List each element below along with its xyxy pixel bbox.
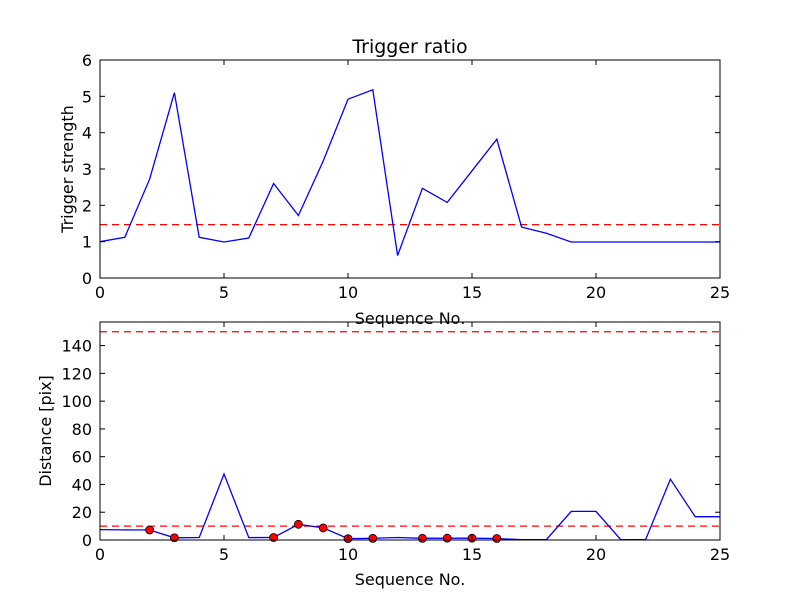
- x-tick-label: 25: [710, 283, 730, 302]
- x-tick-label: 15: [462, 283, 482, 302]
- x-axis-label: Sequence No.: [355, 309, 466, 328]
- y-axis-label: Distance [pix]: [36, 375, 55, 487]
- x-tick-label: 15: [462, 545, 482, 564]
- data-point: [442, 533, 452, 543]
- y-tick-label: 0: [82, 531, 92, 550]
- y-tick-label: 100: [61, 392, 92, 411]
- y-tick-label: 20: [72, 503, 92, 522]
- trigger-ratio-panel: Trigger ratio Sequence No. Trigger stren…: [58, 36, 730, 328]
- x-tick-label: 10: [338, 545, 358, 564]
- data-point: [417, 533, 427, 543]
- data-point: [368, 533, 378, 543]
- y-tick-label: 140: [61, 337, 92, 356]
- series-line: [99, 472, 720, 541]
- data-point: [169, 533, 179, 543]
- y-tick-label: 40: [72, 475, 92, 494]
- plot-frame: [99, 321, 721, 541]
- y-tick-label: 3: [82, 160, 92, 179]
- data-point: [492, 534, 502, 543]
- plot-frame: [99, 59, 721, 279]
- y-tick-label: 5: [82, 87, 92, 106]
- y-tick-label: 1: [82, 233, 92, 252]
- x-tick-label: 5: [219, 545, 229, 564]
- x-tick-label: 10: [338, 283, 358, 302]
- distance-panel: Sequence No. Distance [pix] 0 5 10 15 20 25 0 2…: [36, 321, 730, 589]
- x-tick-label: 20: [586, 283, 606, 302]
- data-point: [293, 519, 303, 529]
- y-tick-label: 2: [82, 196, 92, 215]
- y-axis-label: Trigger strength: [58, 105, 77, 234]
- x-tick-label: 5: [219, 283, 229, 302]
- x-tick-label: 0: [95, 283, 105, 302]
- data-point: [145, 525, 155, 535]
- x-axis-label: Sequence No.: [355, 570, 466, 589]
- data-point: [318, 523, 328, 533]
- y-tick-label: 120: [61, 364, 92, 383]
- series-line: [99, 88, 720, 256]
- y-tick-label: 6: [82, 51, 92, 70]
- x-tick-label: 0: [95, 545, 105, 564]
- y-tick-label: 4: [82, 124, 92, 143]
- x-tick-label: 25: [710, 545, 730, 564]
- y-tick-label: 0: [82, 269, 92, 288]
- x-tick-label: 20: [586, 545, 606, 564]
- y-tick-label: 80: [72, 420, 92, 439]
- y-tick-label: 60: [72, 448, 92, 467]
- chart-title: Trigger ratio: [351, 36, 467, 58]
